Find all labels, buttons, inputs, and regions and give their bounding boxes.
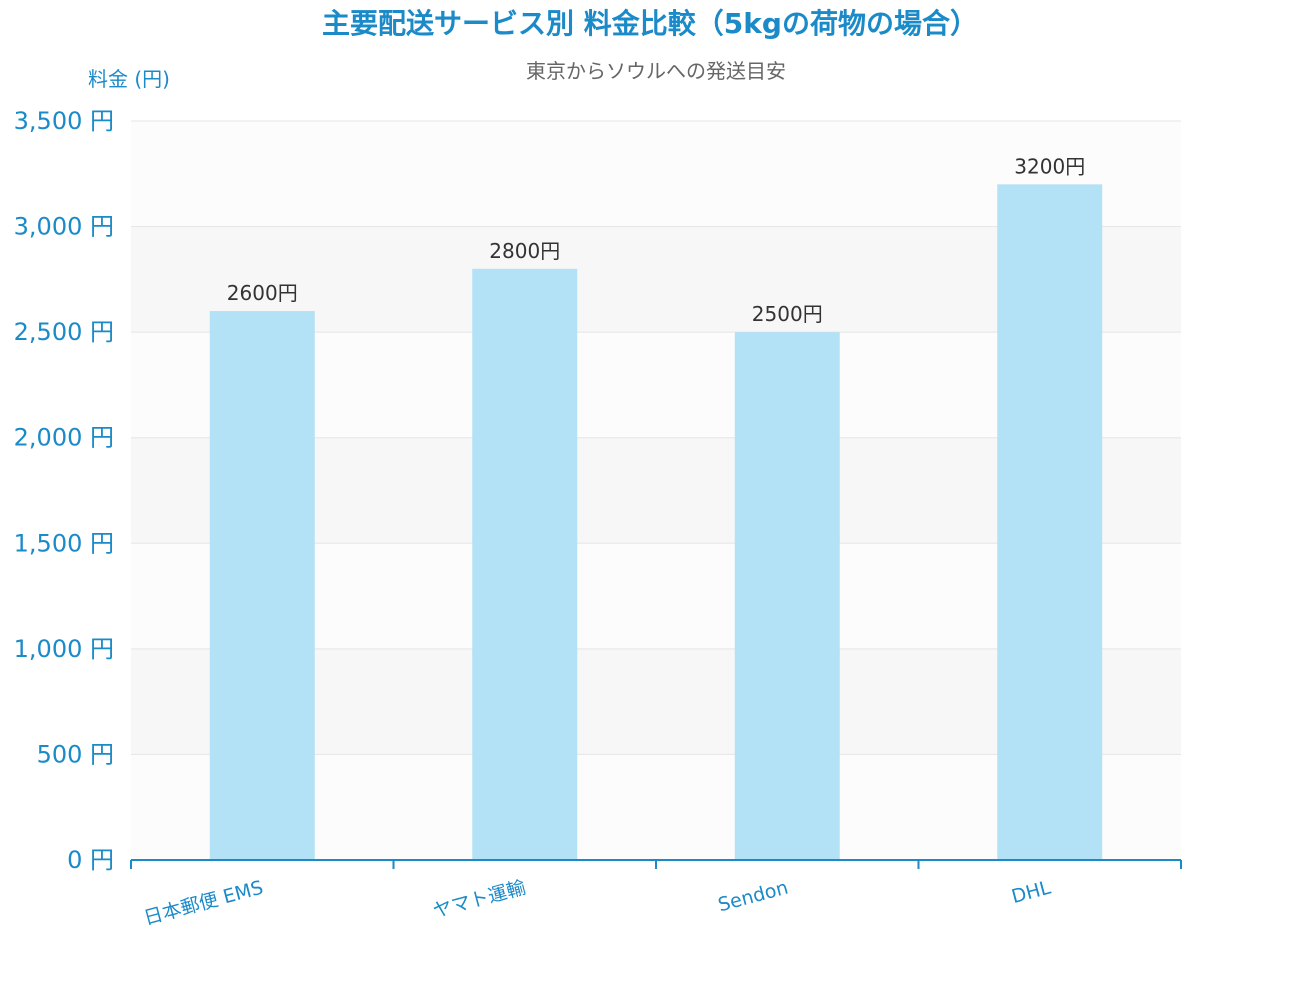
y-tick-label: 1,500 円 (14, 529, 114, 557)
data-label: 2600円 (227, 281, 298, 305)
y-tick-label: 2,000 円 (14, 424, 114, 452)
y-tick-label: 0 円 (67, 846, 114, 874)
y-tick-label: 500 円 (37, 740, 114, 768)
x-tick-label: 日本郵便 EMS (142, 877, 266, 930)
x-tick-label: Sendon (716, 877, 791, 917)
x-tick-label: ヤマト運輸 (431, 877, 528, 923)
axes: 0 円 500 円 1,000 円 1,500 円 2,000 円 2,500 円 3,00… (14, 107, 1182, 930)
y-tick-label: 3,000 円 (14, 213, 114, 241)
bar (997, 184, 1103, 861)
bar (209, 311, 315, 860)
chart-subtitle: 東京からソウルへの発送目安 (526, 59, 786, 83)
data-label: 3200円 (1014, 154, 1085, 178)
bar (472, 268, 578, 860)
y-axis-title: 料金 (円) (88, 67, 170, 91)
y-tick-label: 1,000 円 (14, 635, 114, 663)
data-label: 2800円 (489, 239, 560, 263)
data-labels: 2600円 2800円 2500円 3200円 (227, 154, 1085, 326)
x-tick-label: DHL (1009, 876, 1053, 908)
bar (734, 332, 840, 861)
chart-title: 主要配送サービス別 料金比較（5kgの荷物の場合） (322, 7, 978, 40)
y-tick-label: 2,500 円 (14, 318, 114, 346)
y-tick-label: 3,500 円 (14, 107, 114, 135)
bars (209, 184, 1103, 861)
data-label: 2500円 (752, 302, 823, 326)
